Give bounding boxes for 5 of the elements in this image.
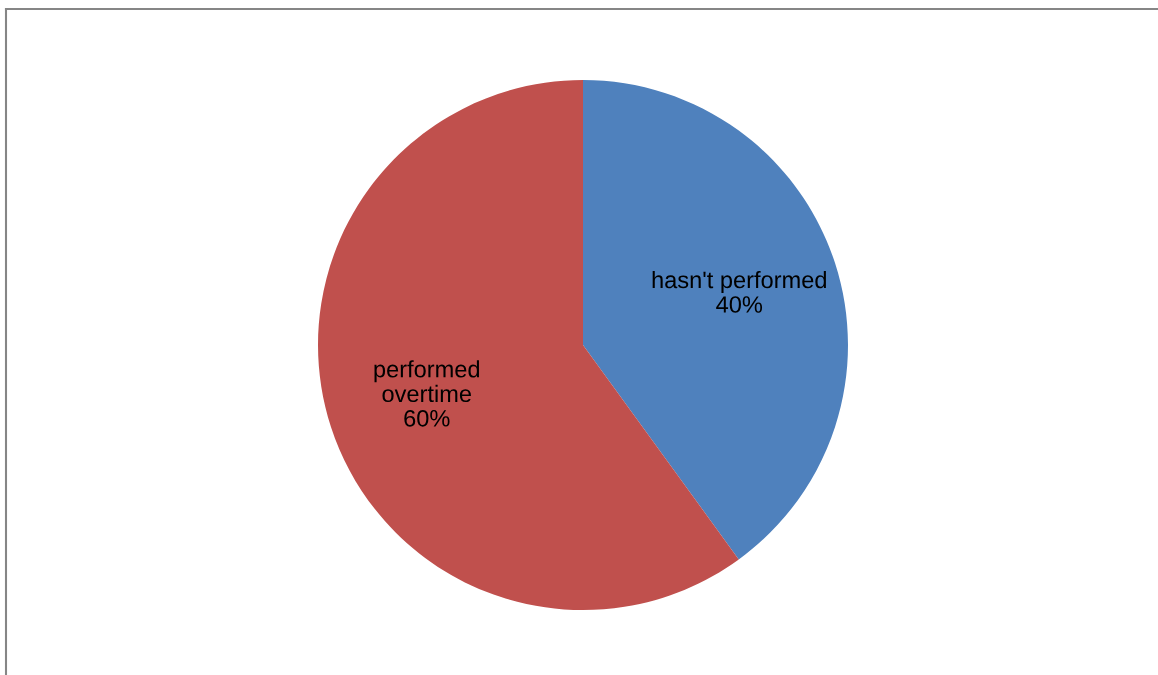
data-label: 60% [404, 409, 450, 427]
data-label: 40% [716, 296, 763, 313]
pie-slice [583, 80, 848, 560]
slice-label: hasn't performed [652, 270, 826, 293]
slice-label: performed overtime [374, 360, 480, 403]
